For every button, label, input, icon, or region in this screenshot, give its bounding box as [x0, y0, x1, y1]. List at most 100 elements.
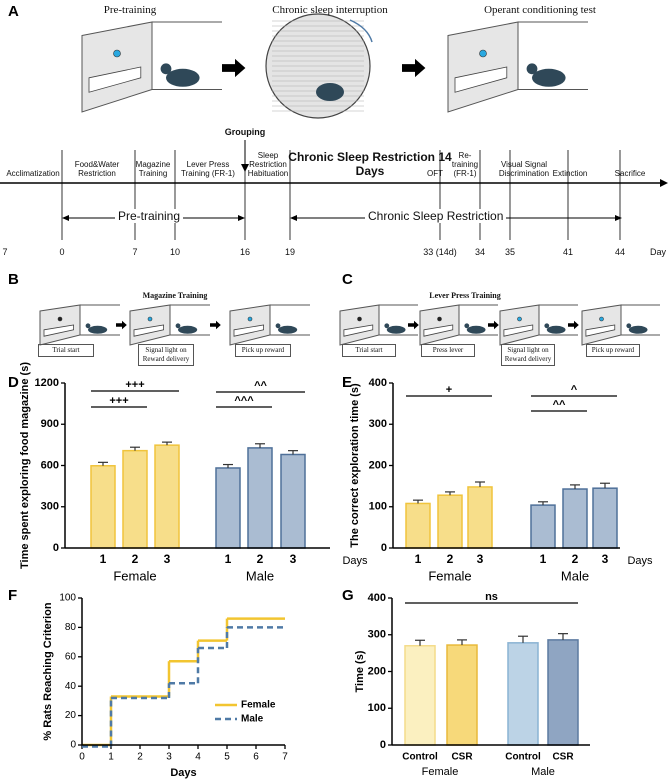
y-tick-label: 40 — [65, 681, 77, 692]
rat-head — [526, 63, 538, 75]
arrow — [222, 58, 246, 78]
panel-title: Magazine Training — [142, 291, 208, 300]
illustration-title: Pre-training — [103, 4, 157, 16]
day-label: 7 — [132, 247, 138, 257]
rat — [316, 83, 344, 101]
stage-label: Re-training (FR-1) — [451, 151, 479, 178]
rat — [88, 325, 108, 334]
span-label: Chronic Sleep Restriction — [365, 209, 507, 223]
y-axis-label: The correct exploration time (s) — [349, 383, 361, 548]
stage-label: Extinction — [552, 169, 588, 178]
y-tick-label: 60 — [65, 651, 77, 662]
y-tick-label: 200 — [368, 665, 386, 677]
x-tick-label: 1 — [225, 552, 232, 566]
x-tick-label: 7 — [282, 752, 288, 763]
wheel-arrow — [349, 19, 373, 43]
lever-panel — [454, 66, 508, 93]
x-tick-label: 3 — [166, 752, 172, 763]
rat — [532, 68, 566, 87]
significance-label: ^^ — [254, 380, 267, 392]
significance-label: +++ — [109, 395, 128, 407]
y-tick-label: 100 — [368, 702, 386, 714]
arrowhead — [62, 215, 69, 221]
group-label: Female — [422, 766, 459, 778]
x-tick-label: 1 — [100, 552, 107, 566]
x-tick-label: 4 — [195, 752, 201, 763]
bar — [592, 487, 618, 549]
y-tick-label: 20 — [65, 710, 77, 721]
legend-label: Female — [241, 700, 276, 711]
panel-label: A — [8, 3, 19, 20]
legend-label: Male — [241, 714, 264, 725]
x-tick-label: 2 — [572, 552, 579, 566]
grouping-label: Grouping — [224, 127, 266, 137]
stage-label: Food&Water Restriction — [74, 160, 120, 178]
day-label: 35 — [504, 247, 515, 257]
stage-label: OFT — [427, 169, 443, 178]
y-tick-label: 80 — [65, 622, 77, 633]
day-label: 34 — [474, 247, 485, 257]
y-tick-label: 600 — [41, 459, 59, 471]
bar — [446, 644, 478, 746]
panel-label: E — [342, 374, 352, 391]
bar — [90, 465, 116, 549]
x-tick-label: CSR — [451, 752, 473, 763]
lever-panel — [585, 324, 616, 337]
y-tick-label: 400 — [369, 377, 387, 389]
step-caption: Signal light on Reward delivery — [138, 344, 194, 366]
signal-light — [599, 316, 604, 322]
day-label: 33 (14d) — [423, 247, 457, 257]
signal-light — [479, 49, 487, 58]
y-tick-label: 300 — [41, 501, 59, 513]
lever-panel — [343, 324, 374, 337]
bar — [122, 449, 148, 549]
arrow — [210, 320, 221, 330]
rat — [466, 325, 486, 334]
lever-panel — [43, 324, 74, 337]
significance-label: ^ — [571, 384, 578, 396]
x-tick-label: 2 — [137, 752, 143, 763]
arrow — [402, 58, 426, 78]
day-label: 10 — [169, 247, 180, 257]
arrowhead — [615, 215, 622, 221]
significance-label: ns — [485, 591, 498, 603]
day-label: 0 — [59, 247, 65, 257]
stage-label: Chronic Sleep Restriction 14 Days — [288, 150, 452, 178]
stage-label: Lever Press Training (FR-1) — [181, 160, 235, 178]
illustration-title: Chronic sleep interruption — [272, 4, 388, 16]
x-tick-label: 2 — [132, 552, 139, 566]
arrow — [116, 320, 127, 330]
arrowhead — [660, 179, 668, 187]
x-tick-label: Control — [402, 752, 438, 763]
step-caption: Signal light on Reward delivery — [501, 344, 555, 366]
panel-label: B — [8, 271, 19, 288]
rat — [628, 325, 648, 334]
rat-head — [85, 323, 91, 329]
y-tick-label: 300 — [369, 418, 387, 430]
x-tick-label: 3 — [477, 552, 484, 566]
signal-light — [113, 49, 121, 58]
y-axis-label: Time spent exploring food magazine (s) — [19, 362, 31, 569]
x-axis-label: Days — [170, 767, 196, 779]
day-label: 44 — [614, 247, 625, 257]
arrow — [488, 320, 499, 330]
chamber-wall — [81, 21, 153, 113]
bar — [280, 453, 306, 549]
y-tick-label: 0 — [381, 542, 387, 554]
step-caption: Trial start — [38, 344, 94, 357]
step-caption: Pick up reward — [235, 344, 291, 357]
y-tick-label: 100 — [369, 501, 387, 513]
x-tick-label: 3 — [164, 552, 171, 566]
span-label: Pre-training — [115, 209, 184, 223]
bar — [404, 645, 436, 746]
rat — [546, 325, 566, 334]
x-tick-label: 5 — [224, 752, 230, 763]
significance-label: + — [446, 384, 452, 396]
group-label: Female — [428, 568, 471, 583]
lever-panel — [233, 324, 265, 337]
rat-head — [160, 63, 172, 75]
day-label: 7 — [2, 247, 8, 257]
stage-label: Visual Signal Discrimination — [498, 160, 550, 178]
x-tick-label: 0 — [79, 752, 85, 763]
